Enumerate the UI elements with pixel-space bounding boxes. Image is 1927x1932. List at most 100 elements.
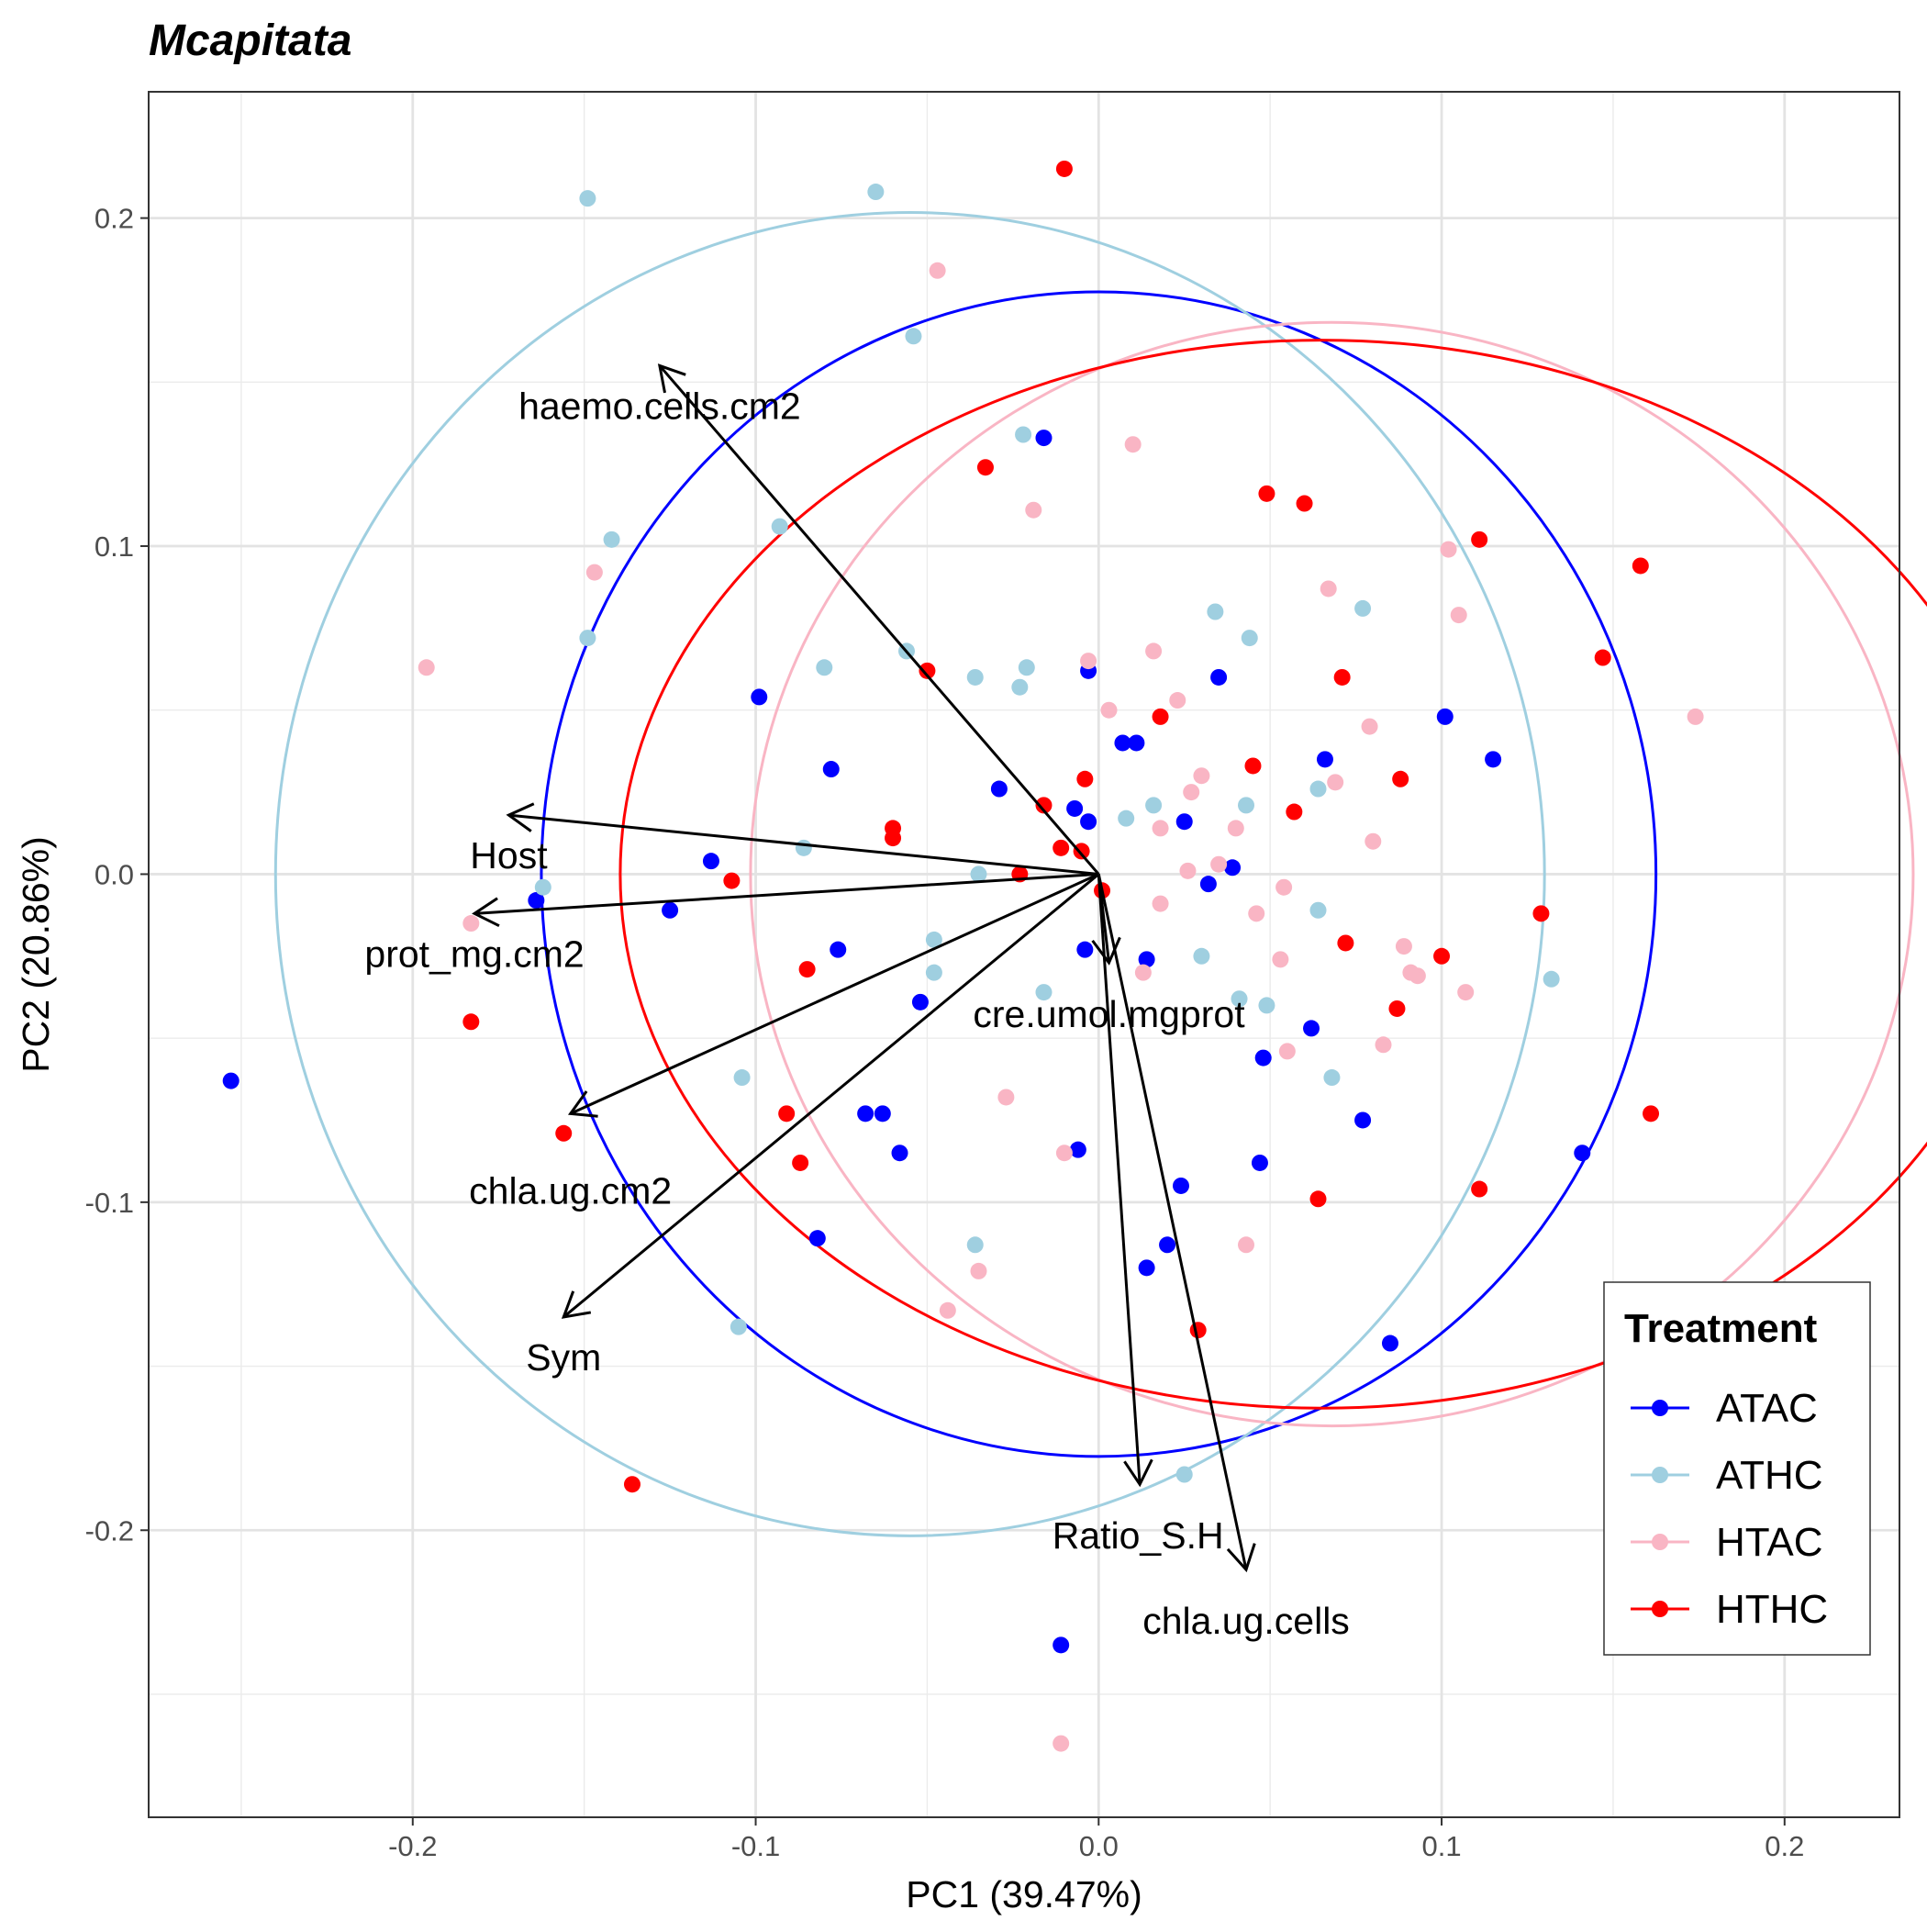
- arrow-haemo-cells-cm2: [658, 364, 1100, 876]
- loading-label: chla.ug.cells: [1142, 1600, 1350, 1642]
- y-axis-label: PC2 (20.86%): [15, 836, 57, 1073]
- x-tick-label: -0.2: [388, 1830, 437, 1862]
- arrow-chla-ug-cells: [1097, 874, 1248, 1570]
- point-hthc: [1296, 495, 1313, 512]
- loading-labels: haemo.cells.cm2 Host prot_mg.cm2 chla.ug.cm…: [364, 385, 1349, 1642]
- point-htac: [1364, 832, 1382, 850]
- point-atac: [1210, 668, 1228, 686]
- point-atac: [891, 1145, 908, 1162]
- loading-label: Sym: [526, 1336, 601, 1379]
- point-atac: [1138, 1259, 1155, 1277]
- point-htac: [1375, 1036, 1392, 1054]
- point-athc: [867, 184, 885, 201]
- point-hthc: [555, 1124, 573, 1142]
- point-atac: [528, 892, 545, 910]
- point-athc: [1207, 603, 1224, 620]
- point-htac: [1272, 951, 1289, 968]
- point-athc: [816, 659, 833, 676]
- point-athc: [1258, 997, 1275, 1014]
- point-htac: [1145, 642, 1163, 660]
- point-athc: [1543, 970, 1560, 988]
- legend-entries: ATAC ATHC HTAC HTHC: [1631, 1386, 1828, 1632]
- point-hthc: [1035, 797, 1053, 814]
- point-hthc: [885, 830, 902, 847]
- point-atac: [1159, 1236, 1176, 1254]
- point-athc: [1035, 984, 1053, 1001]
- point-hthc: [1258, 485, 1275, 502]
- point-atac: [751, 688, 768, 706]
- point-htac: [1179, 862, 1197, 879]
- point-athc: [730, 1318, 747, 1335]
- point-htac: [462, 915, 480, 932]
- legend-box: [1603, 1281, 1871, 1656]
- point-atac: [1224, 859, 1242, 877]
- arrow-prot-mg-cm2: [473, 872, 1099, 915]
- point-athc: [1145, 797, 1163, 814]
- point-hthc: [798, 961, 816, 978]
- point-hthc: [1594, 649, 1611, 666]
- point-htac: [1402, 964, 1420, 981]
- point-hthc: [1392, 770, 1409, 787]
- point-hthc: [723, 872, 741, 889]
- point-hthc: [1152, 708, 1169, 725]
- point-athc: [1238, 797, 1255, 814]
- point-atac: [1254, 1049, 1272, 1067]
- point-athc: [925, 931, 942, 948]
- point-atac: [1066, 799, 1084, 817]
- legend-label: ATAC: [1716, 1386, 1818, 1431]
- point-htac: [1183, 784, 1200, 801]
- point-atac: [222, 1072, 239, 1089]
- y-tick-label: -0.2: [85, 1514, 134, 1547]
- point-atac: [1076, 941, 1094, 958]
- arrow-chla-ug-cells-head: [1226, 1543, 1256, 1573]
- arrow-sym: [563, 873, 1100, 1319]
- point-htac: [418, 659, 435, 676]
- point-atac: [874, 1105, 891, 1122]
- point-atac: [1316, 751, 1333, 768]
- legend-key-point: [1652, 1400, 1668, 1416]
- x-tick-label: -0.1: [731, 1830, 780, 1862]
- y-axis-ticks: -0.2 -0.1 0.0 0.1 0.2: [85, 203, 149, 1547]
- point-athc: [970, 865, 987, 883]
- point-atac: [990, 780, 1008, 798]
- point-htac: [1361, 718, 1378, 735]
- point-atac: [1303, 1020, 1320, 1037]
- point-htac: [1327, 774, 1344, 791]
- point-atac: [702, 853, 719, 870]
- point-htac: [1457, 984, 1475, 1001]
- point-atac: [808, 1230, 826, 1247]
- point-htac: [1227, 820, 1244, 837]
- point-athc: [925, 964, 942, 981]
- x-axis-ticks: -0.2 -0.1 0.0 0.1 0.2: [388, 1817, 1804, 1862]
- x-axis-label: PC1 (39.47%): [906, 1873, 1142, 1915]
- point-athc: [1118, 810, 1135, 827]
- point-atac: [1175, 813, 1193, 831]
- point-htac: [1395, 938, 1412, 955]
- legend-key-point: [1652, 1534, 1668, 1550]
- plot-border: [148, 91, 1900, 1818]
- point-hthc: [1076, 770, 1094, 787]
- point-atac: [1080, 813, 1097, 831]
- point-hthc: [1055, 160, 1073, 177]
- arrow-sym-head: [561, 1290, 592, 1319]
- point-hthc: [623, 1476, 640, 1493]
- loading-label: Host: [470, 834, 548, 877]
- point-athc: [905, 328, 922, 345]
- point-hthc: [1532, 905, 1550, 922]
- point-athc: [1354, 599, 1372, 617]
- point-athc: [966, 668, 984, 686]
- point-hthc: [976, 459, 994, 476]
- point-atac: [1069, 1141, 1086, 1158]
- point-atac: [857, 1105, 874, 1122]
- loading-label: haemo.cells.cm2: [518, 385, 801, 427]
- point-athc: [1241, 630, 1258, 647]
- point-hthc: [1189, 1322, 1207, 1339]
- point-athc: [1309, 780, 1327, 798]
- loading-label: chla.ug.cm2: [469, 1169, 672, 1212]
- point-htac: [1450, 607, 1467, 624]
- point-athc: [1011, 678, 1029, 696]
- point-athc: [603, 530, 620, 548]
- point-hthc: [1337, 934, 1354, 952]
- arrow-chla-ug-cm2-head: [567, 1090, 598, 1118]
- point-htac: [1248, 905, 1265, 922]
